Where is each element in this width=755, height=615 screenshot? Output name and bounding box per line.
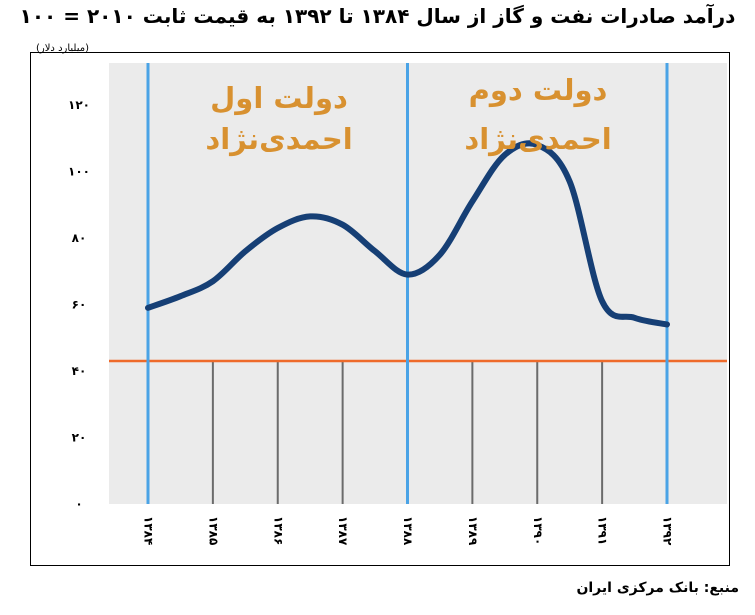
era-label-second-line2: احمدی‌نژاد: [464, 122, 611, 156]
x-tick-label-1386: ۱۳۸۶: [271, 516, 285, 545]
x-axis-ticks: ۱۳۸۴ ۱۳۸۵ ۱۳۸۶ ۱۳۸۷ ۱۳۸۸ ۱۳۸۹ ۱۳۹۰ ۱۳۹۱ ۱۳۹۲: [142, 516, 675, 546]
y-tick-label-120: ۱۲۰: [68, 98, 90, 112]
source-note: منبع: بانک مرکزی ایران: [576, 580, 739, 596]
x-tick-label-1390: ۱۳۹۰: [531, 516, 545, 545]
y-tick-label-80: ۸۰: [72, 231, 87, 245]
y-tick-label-0: ۰: [75, 497, 82, 511]
y-axis-unit-label: (میلیارد دلار): [36, 43, 89, 54]
x-tick-label-1388: ۱۳۸۸: [401, 516, 415, 546]
y-tick-label-60: ۶۰: [72, 298, 87, 312]
x-tick-label-1384: ۱۳۸۴: [142, 516, 156, 545]
x-tick-label-1385: ۱۳۸۵: [206, 516, 220, 545]
y-tick-label-20: ۲۰: [72, 431, 87, 445]
era-label-second-line1: دولت دوم: [469, 73, 608, 107]
era-dividers: [146, 63, 669, 504]
y-tick-label-40: ۴۰: [72, 364, 87, 378]
x-tick-label-1392: ۱۳۹۲: [661, 516, 675, 546]
y-tick-label-100: ۱۰۰: [68, 165, 90, 179]
series-line: [145, 140, 670, 328]
line-chart: ۰ ۲۰ ۴۰ ۶۰ ۸۰ ۱۰۰ ۱۲۰ ۱۳۸۴ ۱۳۸۵ ۱۳۸۶ ۱۳۸۷ ۱۳۸۸ ۱۳۸۹…: [68, 63, 727, 546]
chart-frame: ۰ ۲۰ ۴۰ ۶۰ ۸۰ ۱۰۰ ۱۲۰ ۱۳۸۴ ۱۳۸۵ ۱۳۸۶ ۱۳۸۷ ۱۳۸۸ ۱۳۸۹…: [30, 52, 730, 566]
series-line-group: [145, 140, 670, 328]
plot-area: [109, 63, 727, 504]
x-tick-label-1391: ۱۳۹۱: [596, 516, 610, 545]
x-tick-label-1387: ۱۳۸۷: [336, 516, 350, 546]
x-tick-label-1389: ۱۳۸۹: [466, 516, 480, 546]
grid-lines: [211, 361, 604, 504]
y-axis-ticks: ۰ ۲۰ ۴۰ ۶۰ ۸۰ ۱۰۰ ۱۲۰: [68, 98, 90, 511]
era-label-first-line2: احمدی‌نژاد: [205, 122, 352, 156]
era-label-first-line1: دولت اول: [210, 81, 348, 115]
chart-title: درآمد صادرات نفت و گاز از سال ۱۳۸۴ تا ۱۳…: [19, 4, 736, 28]
